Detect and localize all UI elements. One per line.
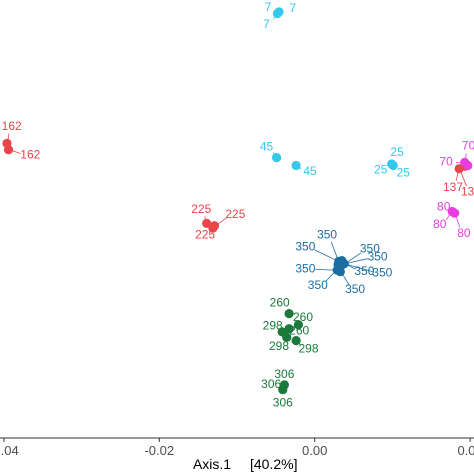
- data-point: [388, 160, 398, 171]
- label-connector: [325, 272, 335, 282]
- point-label: 350: [295, 239, 315, 253]
- data-point: [284, 309, 294, 319]
- label-connector: [314, 249, 336, 261]
- data-point: [463, 160, 473, 171]
- data-point: [293, 320, 303, 330]
- point-label: 260: [293, 310, 313, 324]
- point-label: 350: [368, 250, 388, 264]
- x-tick-label: -0.04: [0, 443, 19, 458]
- point-label: 306: [273, 395, 293, 409]
- data-point: [450, 208, 460, 218]
- point-label: 298: [263, 318, 283, 332]
- data-point: [209, 221, 220, 231]
- label-connector: [455, 172, 459, 182]
- label-connector: [217, 217, 227, 225]
- point-label: 350: [360, 242, 380, 256]
- point-label: 350: [372, 265, 392, 279]
- point-label: 298: [298, 341, 318, 355]
- point-label: 350: [295, 261, 315, 275]
- point-label: 7: [290, 1, 297, 15]
- point-label: 137: [443, 180, 463, 194]
- label-connector: [455, 216, 461, 228]
- x-axis-variance: [40.2%]: [250, 456, 297, 472]
- data-point: [282, 332, 292, 342]
- data-point: [278, 385, 288, 395]
- label-connector: [465, 153, 467, 159]
- x-tick-label: -0.02: [144, 443, 174, 458]
- point-label: 45: [260, 139, 274, 153]
- label-connector: [446, 214, 450, 220]
- point-label: 260: [289, 323, 309, 337]
- points-layer: [2, 7, 473, 395]
- label-connector: [348, 258, 368, 264]
- point-label: 137: [461, 185, 474, 199]
- label-connector: [299, 166, 302, 170]
- point-label: 225: [225, 207, 245, 221]
- label-connector: [315, 269, 334, 271]
- point-label: 25: [390, 145, 404, 159]
- label-connector: [273, 16, 275, 20]
- point-label: 7: [263, 17, 270, 31]
- point-label: 298: [269, 339, 289, 353]
- point-label: 80: [433, 217, 447, 231]
- point-label: 70: [462, 139, 474, 153]
- label-connector: [12, 150, 21, 154]
- label-connector: [347, 264, 373, 272]
- point-label: 25: [397, 166, 411, 180]
- data-point: [335, 267, 345, 277]
- data-point: [291, 160, 301, 171]
- data-point: [284, 324, 294, 334]
- x-tick-label: 0.00: [302, 443, 327, 458]
- label-connector: [298, 342, 301, 346]
- label-connector: [347, 264, 356, 270]
- point-label: 260: [270, 296, 290, 310]
- x-ticks-layer: -0.04 -0.02 0.00 0.02: [0, 438, 474, 458]
- point-label: 350: [317, 227, 337, 241]
- point-label: 70: [439, 155, 453, 169]
- data-point: [274, 7, 284, 17]
- point-label: 350: [354, 264, 374, 278]
- point-label: 45: [303, 164, 317, 178]
- point-label: 162: [2, 119, 22, 133]
- data-point: [272, 153, 282, 163]
- point-label: 25: [374, 162, 388, 176]
- label-connector: [330, 241, 338, 258]
- point-labels-layer: 7774545252525162162225225225137137707070…: [2, 0, 474, 409]
- point-label: 7: [265, 0, 272, 14]
- data-point: [291, 336, 301, 346]
- point-label: 350: [308, 278, 328, 292]
- point-label: 350: [345, 282, 365, 296]
- label-connector: [460, 172, 467, 187]
- label-connector: [347, 252, 362, 263]
- point-label: 306: [274, 367, 294, 381]
- point-label: 162: [20, 147, 40, 161]
- label-connector: [7, 133, 10, 140]
- x-axis-title: Axis.1: [193, 456, 231, 472]
- label-connector: [342, 274, 350, 285]
- x-tick-label: 0.02: [457, 443, 474, 458]
- point-label: 80: [437, 200, 451, 214]
- point-label: 306: [261, 377, 281, 391]
- point-label: 80: [457, 226, 471, 240]
- point-label: 225: [195, 227, 215, 241]
- point-label: 225: [191, 202, 211, 216]
- data-point: [3, 145, 14, 155]
